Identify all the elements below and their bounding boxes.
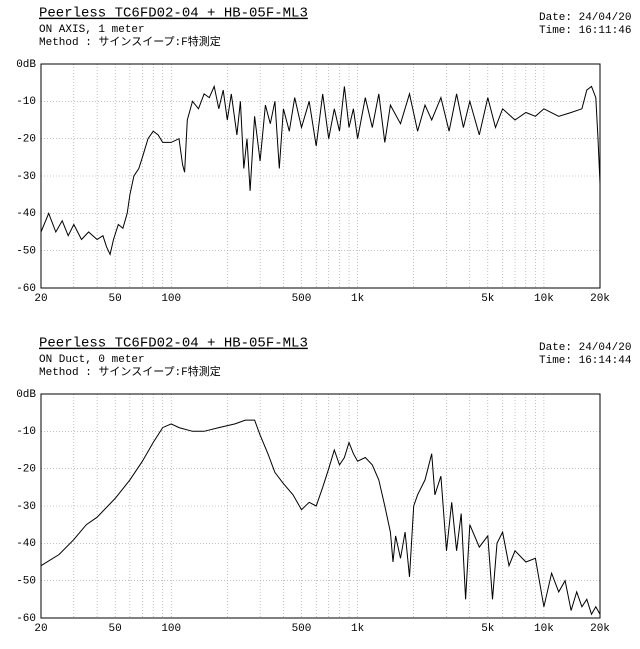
method-label: Method : サインスイープ:F特測定 xyxy=(39,364,221,379)
chart-subtitle: ON AXIS, 1 meter xyxy=(39,24,145,36)
x-tick-label: 500 xyxy=(292,293,312,305)
y-tick-label: -20 xyxy=(16,464,36,476)
plot-frame xyxy=(40,393,601,619)
y-tick-label: -40 xyxy=(16,208,36,220)
y-tick-label: -10 xyxy=(16,96,36,108)
y-tick-label: 0dB xyxy=(16,59,36,71)
response-line xyxy=(40,419,601,616)
chart-panel: Peerless TC6FD02-04 + HB-05F-ML3 ON Duct,… xyxy=(16,336,632,635)
chart-panel: Peerless TC6FD02-04 + HB-05F-ML3 ON AXIS,… xyxy=(16,6,631,305)
x-tick-label: 100 xyxy=(161,293,181,305)
x-tick-label: 20 xyxy=(34,623,47,635)
x-tick-label: 500 xyxy=(292,623,312,635)
response-line xyxy=(40,84,601,256)
chart-subtitle: ON Duct, 0 meter xyxy=(39,354,145,366)
chart-title: Peerless TC6FD02-04 + HB-05F-ML3 xyxy=(39,336,308,352)
y-tick-label: -60 xyxy=(16,613,36,625)
y-tick-label: -50 xyxy=(16,576,36,588)
y-tick-label: -20 xyxy=(16,134,36,146)
x-tick-label: 50 xyxy=(109,623,122,635)
date-label: Date: 24/04/20 xyxy=(539,12,631,24)
x-tick-label: 20k xyxy=(590,293,610,305)
y-tick-label: -10 xyxy=(16,426,36,438)
y-tick-label: -50 xyxy=(16,246,36,258)
date-label: Date: 24/04/20 xyxy=(539,342,631,354)
y-tick-label: -60 xyxy=(16,283,36,295)
x-tick-label: 100 xyxy=(161,623,181,635)
x-tick-label: 1k xyxy=(351,293,365,305)
time-label: Time: 16:14:44 xyxy=(539,355,632,367)
x-tick-label: 10k xyxy=(534,623,554,635)
y-tick-label: 0dB xyxy=(16,389,36,401)
x-tick-label: 10k xyxy=(534,293,554,305)
x-tick-label: 20k xyxy=(590,623,610,635)
x-tick-label: 1k xyxy=(351,623,365,635)
y-tick-label: -30 xyxy=(16,501,36,513)
chart-title: Peerless TC6FD02-04 + HB-05F-ML3 xyxy=(39,6,308,22)
y-tick-label: -40 xyxy=(16,538,36,550)
x-tick-label: 20 xyxy=(34,293,47,305)
x-tick-label: 5k xyxy=(481,293,495,305)
time-label: Time: 16:11:46 xyxy=(539,25,631,37)
y-tick-label: -30 xyxy=(16,171,36,183)
method-label: Method : サインスイープ:F特測定 xyxy=(39,34,221,49)
x-tick-label: 5k xyxy=(481,623,495,635)
x-tick-label: 50 xyxy=(109,293,122,305)
